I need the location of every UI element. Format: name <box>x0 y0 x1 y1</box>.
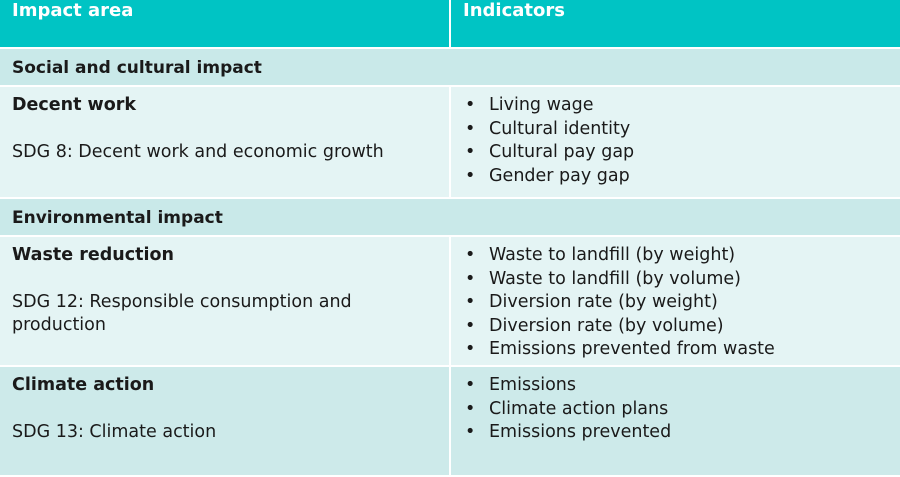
list-item: Living wage <box>463 94 900 118</box>
area-name: Decent work <box>12 95 137 115</box>
list-item: Diversion rate (by volume) <box>463 315 900 339</box>
list-item: Cultural pay gap <box>463 141 900 165</box>
list-item: Emissions prevented from waste <box>463 338 900 362</box>
area-name: Climate action <box>12 375 155 395</box>
list-item: Emissions prevented <box>463 421 900 445</box>
impact-area-cell: Waste reduction SDG 12: Responsible cons… <box>0 236 451 366</box>
indicators-cell: Waste to landfill (by weight) Waste to l… <box>450 236 900 366</box>
area-name: Waste reduction <box>12 245 174 265</box>
section-row: Environmental impact <box>0 198 900 236</box>
table-row: Climate action SDG 13: Climate action Em… <box>0 366 900 476</box>
table-row: Decent work SDG 8: Decent work and econo… <box>0 86 900 198</box>
list-item: Diversion rate (by weight) <box>463 291 900 315</box>
indicator-list: Emissions Climate action plans Emissions… <box>463 374 900 445</box>
indicators-cell: Emissions Climate action plans Emissions… <box>450 366 900 476</box>
section-row: Social and cultural impact <box>0 48 900 86</box>
list-item: Waste to landfill (by weight) <box>463 244 900 268</box>
table-row: Waste reduction SDG 12: Responsible cons… <box>0 236 900 366</box>
list-item: Waste to landfill (by volume) <box>463 268 900 292</box>
indicator-list: Waste to landfill (by weight) Waste to l… <box>463 244 900 362</box>
area-sdg: SDG 8: Decent work and economic growth <box>12 142 384 162</box>
section-title: Environmental impact <box>0 198 900 236</box>
indicators-cell: Living wage Cultural identity Cultural p… <box>450 86 900 198</box>
indicator-list: Living wage Cultural identity Cultural p… <box>463 94 900 188</box>
list-item: Climate action plans <box>463 398 900 422</box>
list-item: Gender pay gap <box>463 165 900 189</box>
header-indicators: Indicators <box>450 0 900 48</box>
header-impact-area: Impact area <box>0 0 451 48</box>
impact-area-cell: Decent work SDG 8: Decent work and econo… <box>0 86 451 198</box>
list-item: Emissions <box>463 374 900 398</box>
area-sdg: SDG 12: Responsible consumption and prod… <box>12 292 352 335</box>
section-title: Social and cultural impact <box>0 48 900 86</box>
area-sdg: SDG 13: Climate action <box>12 422 217 442</box>
header-row: Impact area Indicators <box>0 0 900 48</box>
impact-area-cell: Climate action SDG 13: Climate action <box>0 366 451 476</box>
list-item: Cultural identity <box>463 118 900 142</box>
